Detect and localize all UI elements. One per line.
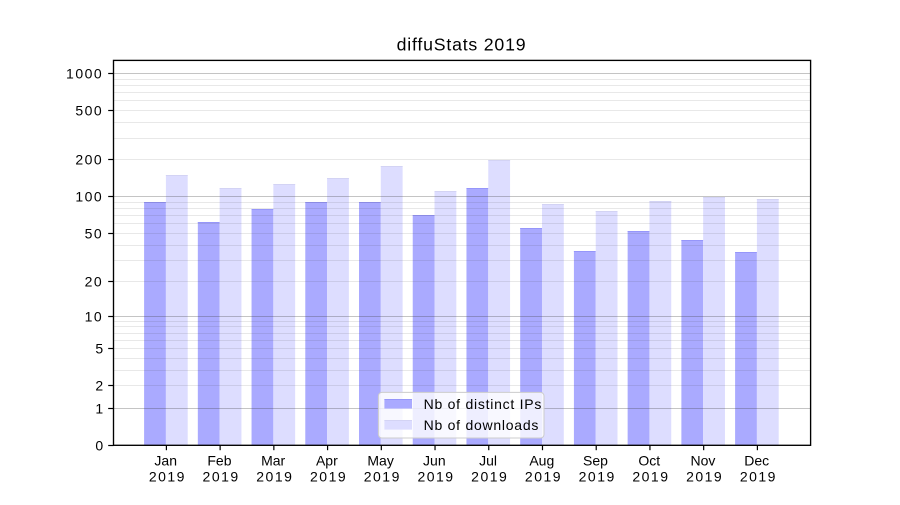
svg-text:100: 100: [75, 188, 103, 204]
svg-text:200: 200: [75, 151, 103, 167]
svg-text:2019: 2019: [740, 469, 777, 485]
svg-text:2019: 2019: [310, 469, 347, 485]
svg-text:2019: 2019: [686, 469, 723, 485]
svg-text:2: 2: [95, 377, 103, 393]
svg-text:2019: 2019: [579, 469, 616, 485]
svg-text:500: 500: [75, 102, 103, 118]
svg-text:Nb of downloads: Nb of downloads: [424, 417, 540, 433]
svg-text:50: 50: [85, 225, 104, 241]
svg-text:2019: 2019: [149, 469, 186, 485]
svg-text:Jul: Jul: [479, 452, 497, 468]
svg-text:2019: 2019: [256, 469, 293, 485]
svg-text:0: 0: [95, 437, 103, 453]
svg-text:Apr: Apr: [316, 452, 338, 468]
svg-text:2019: 2019: [632, 469, 669, 485]
svg-text:2019: 2019: [203, 469, 240, 485]
svg-text:Nb of distinct IPs: Nb of distinct IPs: [424, 396, 543, 412]
svg-text:1: 1: [95, 400, 103, 416]
svg-text:Dec: Dec: [744, 452, 769, 468]
svg-text:diffuStats 2019: diffuStats 2019: [397, 35, 527, 55]
svg-text:Sep: Sep: [583, 452, 608, 468]
svg-text:Jan: Jan: [154, 452, 177, 468]
svg-text:2019: 2019: [471, 469, 508, 485]
svg-text:Jun: Jun: [423, 452, 446, 468]
svg-text:Feb: Feb: [207, 452, 231, 468]
svg-text:Mar: Mar: [261, 452, 285, 468]
svg-text:2019: 2019: [364, 469, 401, 485]
svg-text:5: 5: [95, 340, 103, 356]
svg-text:10: 10: [85, 308, 104, 324]
svg-text:2019: 2019: [417, 469, 454, 485]
svg-text:1000: 1000: [66, 65, 103, 81]
svg-text:May: May: [367, 452, 393, 468]
svg-text:Oct: Oct: [638, 452, 660, 468]
svg-text:Nov: Nov: [691, 452, 716, 468]
svg-text:2019: 2019: [525, 469, 562, 485]
svg-text:20: 20: [85, 273, 104, 289]
svg-text:Aug: Aug: [529, 452, 554, 468]
